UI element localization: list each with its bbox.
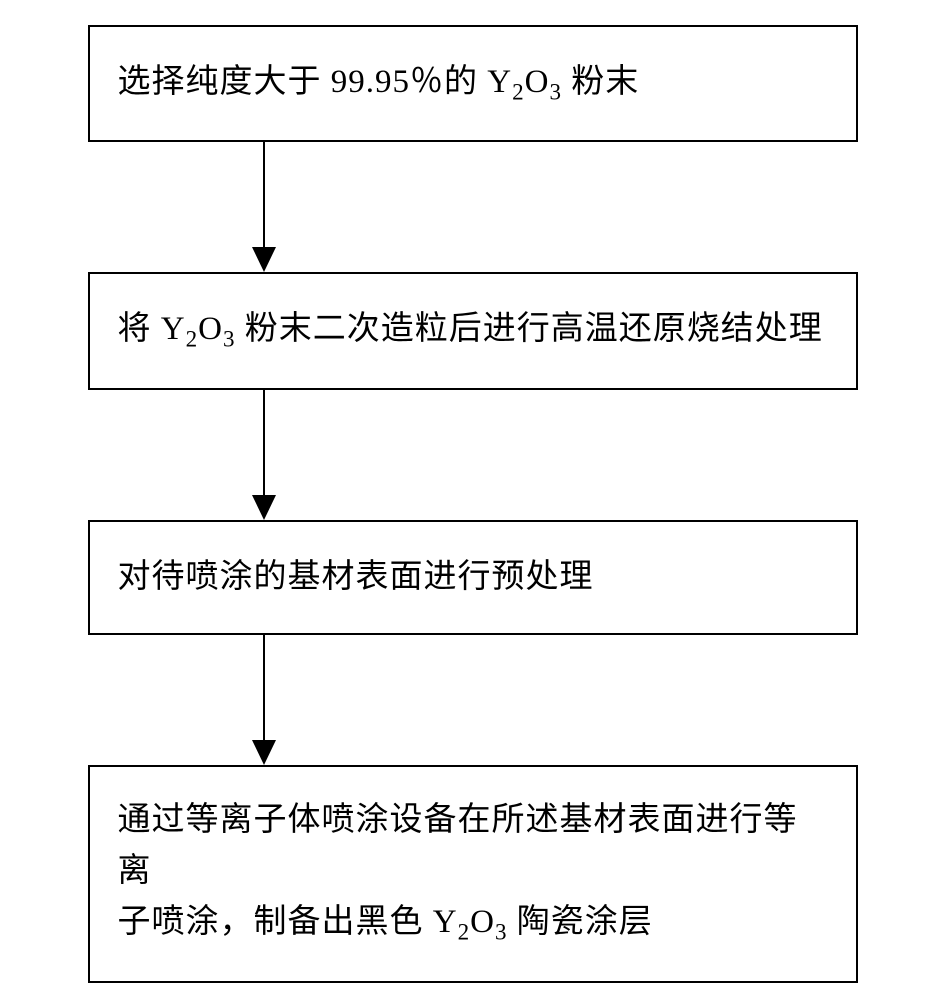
- arrow-line-icon: [263, 390, 266, 500]
- step-2-text: 将 Y2O3 粉末二次造粒后进行高温还原烧结处理: [118, 304, 823, 357]
- arrow-line-icon: [263, 142, 266, 252]
- arrow-line-icon: [263, 635, 266, 745]
- flowchart-container: 选择纯度大于 99.95％的 Y2O3 粉末 将 Y2O3 粉末二次造粒后进行高…: [0, 25, 945, 983]
- step-1-text: 选择纯度大于 99.95％的 Y2O3 粉末: [118, 57, 640, 110]
- step-4-text: 通过等离子体喷涂设备在所述基材表面进行等离子喷涂，制备出黑色 Y2O3 陶瓷涂层: [118, 795, 828, 951]
- flow-step-4: 通过等离子体喷涂设备在所述基材表面进行等离子喷涂，制备出黑色 Y2O3 陶瓷涂层: [88, 765, 858, 983]
- arrow-head-icon: [252, 495, 276, 520]
- arrow-2: [88, 390, 858, 520]
- flow-step-2: 将 Y2O3 粉末二次造粒后进行高温还原烧结处理: [88, 272, 858, 389]
- arrow-head-icon: [252, 740, 276, 765]
- step-3-text: 对待喷涂的基材表面进行预处理: [118, 552, 594, 603]
- arrow-1: [88, 142, 858, 272]
- arrow-3: [88, 635, 858, 765]
- flow-step-3: 对待喷涂的基材表面进行预处理: [88, 520, 858, 635]
- arrow-head-icon: [252, 247, 276, 272]
- flow-step-1: 选择纯度大于 99.95％的 Y2O3 粉末: [88, 25, 858, 142]
